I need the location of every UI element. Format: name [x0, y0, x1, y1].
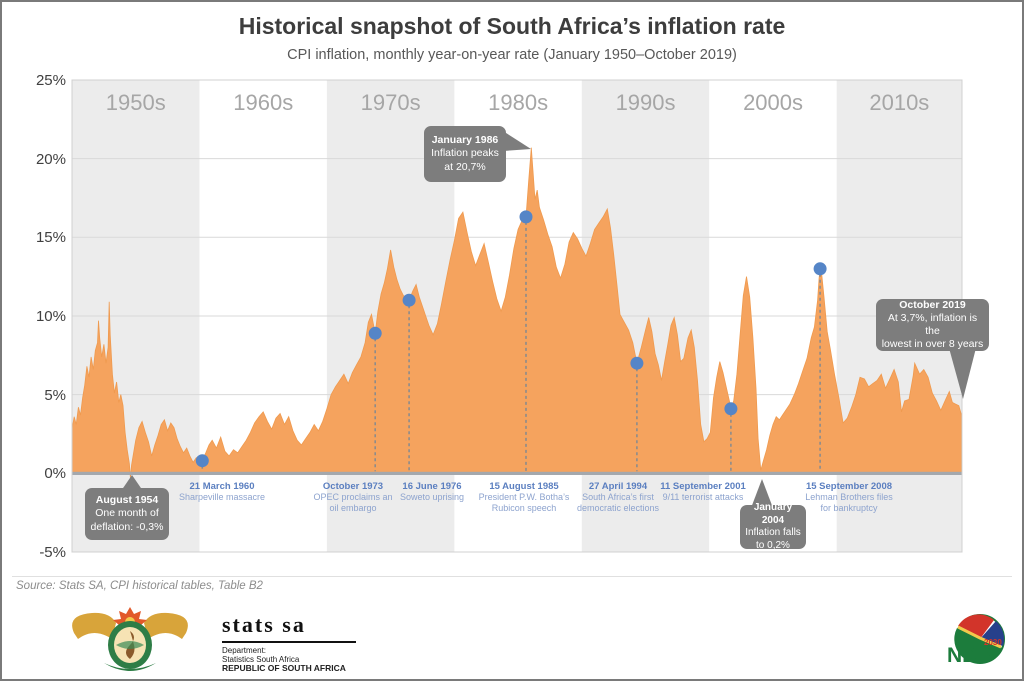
event-date: 11 September 2001	[660, 481, 746, 492]
callout-title: August 1954	[95, 494, 159, 507]
event-date: 16 June 1976	[402, 481, 462, 492]
event-desc: Rubicon speech	[491, 503, 557, 513]
callout-line: to 0,2%	[756, 539, 790, 551]
y-axis-label: 20%	[35, 150, 66, 168]
decade-label-1990s: 1990s	[615, 90, 676, 115]
event-date: 21 March 1960	[189, 481, 255, 492]
event-date: October 1973	[322, 481, 384, 492]
event-marker-dot	[630, 356, 644, 370]
callout-title: October 2019	[899, 298, 966, 311]
decade-label-2000s: 2000s	[743, 90, 804, 115]
callout-line: Inflation peaks	[431, 147, 499, 160]
event-desc: OPEC proclaims an	[313, 492, 393, 502]
callout-pointer	[503, 131, 531, 151]
chart-subtitle: CPI inflation, monthly year-on-year rate…	[287, 47, 737, 63]
event-marker-dot	[402, 293, 416, 307]
sa-coat-of-arms-icon	[72, 607, 188, 671]
callout: January 1986 Inflation peaks at 20,7%	[424, 126, 506, 182]
event-desc: for bankruptcy	[820, 503, 878, 513]
decade-label-1970s: 1970s	[360, 90, 421, 115]
callout-line: at 20,7%	[444, 160, 486, 173]
ndp-2030-logo-icon: NDP 2030	[947, 614, 1005, 667]
event-label: 11 September 2001 9/11 terrorist attacks	[648, 481, 758, 503]
y-axis-label: 10%	[35, 308, 66, 325]
callout-line: One month of	[95, 507, 159, 520]
event-desc: South Africa’s first	[582, 492, 654, 502]
footer-divider	[12, 576, 1012, 577]
event-label: 15 September 2008 Lehman Brothers files fo…	[794, 481, 904, 514]
callout-pointer	[751, 479, 773, 508]
event-label: 15 August 1985 President P.W. Botha’s Rubi…	[469, 481, 579, 514]
event-date: 15 September 2008	[805, 481, 893, 492]
event-label: 16 June 1976 Soweto uprising	[377, 481, 487, 503]
y-axis-label: 15%	[35, 229, 66, 247]
event-marker-dot	[368, 326, 382, 340]
event-label: 27 April 1994 South Africa’s first democra…	[563, 481, 673, 514]
event-marker-dot	[724, 402, 738, 416]
stats-sa-dept-line3: REPUBLIC OF SOUTH AFRICA	[222, 663, 346, 673]
y-axis-label: 5%	[44, 386, 66, 404]
ndp-label: NDP	[947, 644, 991, 667]
event-desc: President P.W. Botha’s	[478, 492, 570, 502]
callout-pointer	[121, 475, 143, 491]
y-axis-label: 0%	[44, 465, 66, 483]
decade-label-2010s: 2010s	[869, 90, 930, 115]
event-marker-dot	[813, 262, 827, 276]
event-label: October 1973 OPEC proclaims an oil embargo	[298, 481, 408, 514]
callout-title: January 2004	[753, 502, 793, 526]
decade-label-1980s: 1980s	[488, 90, 549, 115]
y-axis-label: -5%	[39, 544, 66, 561]
event-desc: democratic elections	[576, 503, 660, 513]
callout-line: Inflation falls	[745, 527, 801, 538]
event-desc: Lehman Brothers files	[805, 492, 893, 502]
stats-sa-underline	[222, 641, 356, 643]
source-note: Source: Stats SA, CPI historical tables,…	[16, 580, 263, 592]
inflation-area-series	[71, 147, 962, 479]
event-marker-dot	[195, 454, 209, 468]
callout-title: January 1986	[431, 134, 499, 147]
decade-label-1950s: 1950s	[105, 90, 166, 115]
zero-axis-line	[72, 471, 962, 475]
event-desc: oil embargo	[329, 503, 377, 513]
y-axis-label: 25%	[35, 72, 66, 89]
chart-title: Historical snapshot of South Africa’s in…	[238, 13, 786, 39]
event-desc: Sharpeville massacre	[178, 492, 266, 502]
event-desc: Soweto uprising	[399, 492, 465, 502]
stats-sa-wordmark: stats sa	[222, 612, 306, 637]
stats-sa-dept-line2: Statistics South Africa	[222, 655, 300, 664]
stats-sa-dept-line1: Department:	[222, 646, 267, 655]
stats-sa-department-text: Department: Statistics South Africa REPU…	[222, 646, 346, 673]
event-marker-dot	[519, 210, 533, 224]
event-label: 21 March 1960 Sharpeville massacre	[167, 481, 277, 503]
callout: August 1954 One month of deflation: -0,3%	[85, 488, 169, 540]
callout-line: deflation: -0,3%	[90, 520, 164, 533]
callout-line: lowest in over 8 years	[881, 338, 984, 351]
callout: January 2004 Inflation falls to 0,2%	[740, 502, 806, 551]
event-date: 15 August 1985	[489, 481, 559, 492]
decade-label-1960s: 1960s	[233, 90, 294, 115]
callout-line: At 3,7%, inflation is the	[887, 311, 978, 337]
event-date: 27 April 1994	[588, 481, 648, 492]
event-desc: 9/11 terrorist attacks	[662, 492, 744, 502]
callout: October 2019 At 3,7%, inflation is the low…	[876, 299, 989, 351]
ndp-year: 2030	[984, 638, 1002, 647]
callout-pointer	[949, 348, 976, 399]
